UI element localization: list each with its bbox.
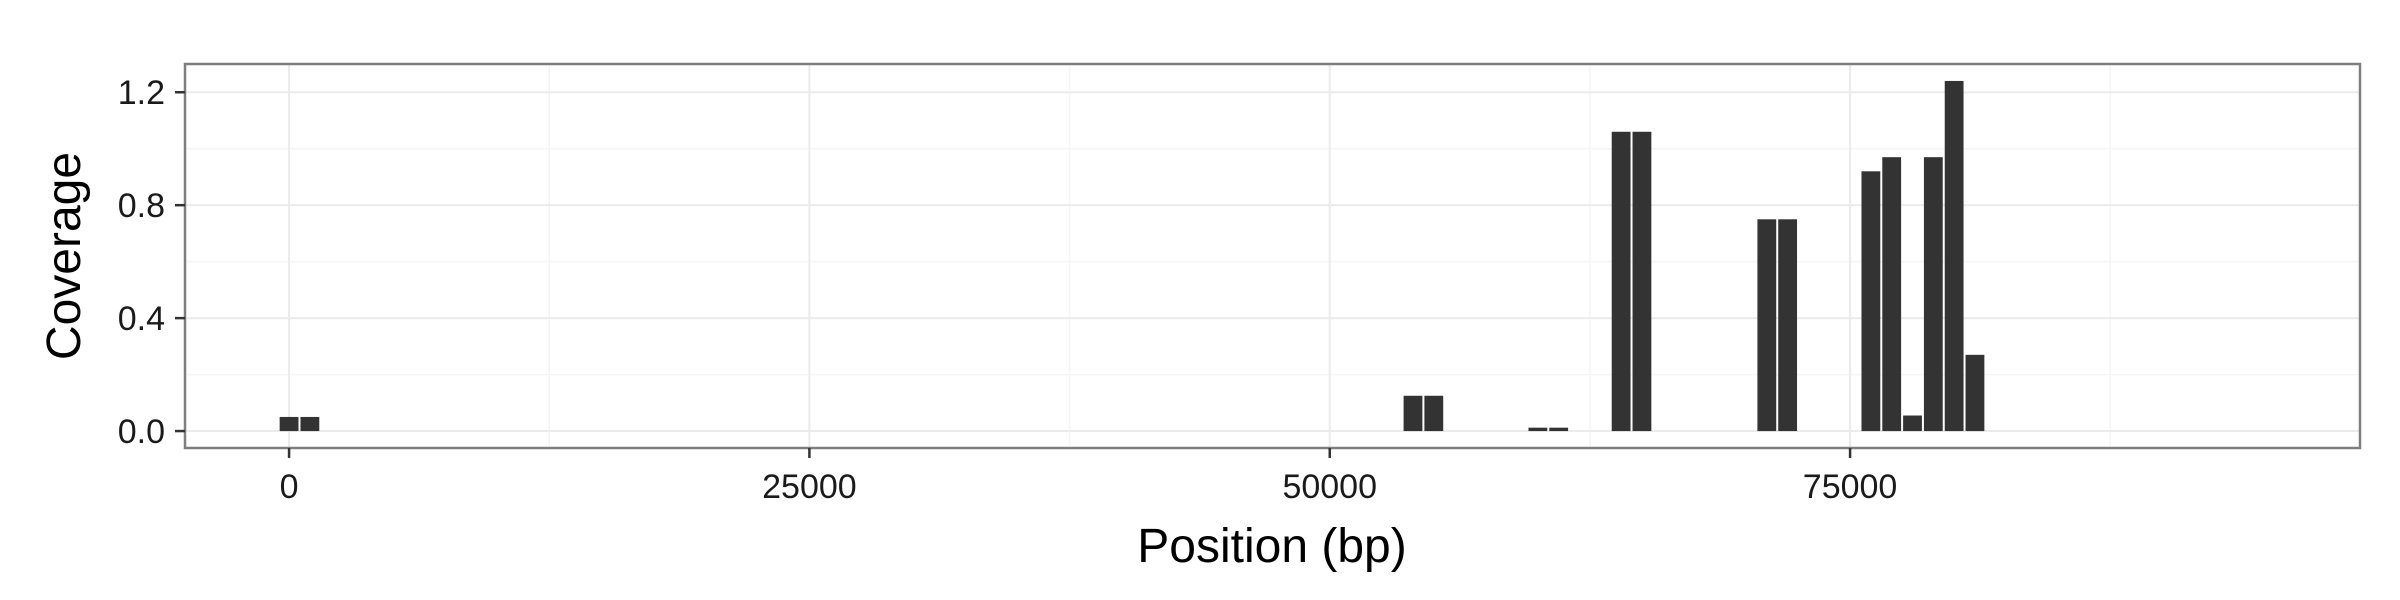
panel-border xyxy=(183,62,2362,450)
x-tick-label: 25000 xyxy=(762,468,857,506)
x-tick-label: 0 xyxy=(280,468,299,506)
x-axis-ticks: 0 25000 50000 75000 xyxy=(280,448,1898,506)
x-axis-title: Position (bp) xyxy=(1137,520,1406,573)
x-tick-label: 50000 xyxy=(1282,468,1377,506)
bar xyxy=(300,416,320,432)
bar xyxy=(1778,219,1798,432)
bar xyxy=(1403,395,1423,432)
bar xyxy=(1611,131,1631,432)
bar xyxy=(1528,427,1548,432)
y-tick-label: 0.0 xyxy=(118,413,165,451)
bar xyxy=(1882,157,1902,432)
y-tick-label: 0.8 xyxy=(118,187,165,225)
x-tick-label: 75000 xyxy=(1803,468,1898,506)
y-tick-label: 0.4 xyxy=(118,300,165,338)
bar xyxy=(1632,131,1652,432)
bar xyxy=(1965,354,1985,432)
bar xyxy=(1757,219,1777,432)
bar xyxy=(1549,427,1569,432)
y-tick-label: 1.2 xyxy=(118,74,165,112)
bar xyxy=(1424,395,1444,432)
bar xyxy=(1861,171,1881,432)
panel-background xyxy=(185,64,2360,448)
y-axis-ticks: 0.0 0.4 0.8 1.2 xyxy=(118,74,185,451)
bar xyxy=(1944,80,1964,432)
grid-lines xyxy=(185,64,2360,448)
bars xyxy=(279,80,1985,432)
y-axis-title: Coverage xyxy=(38,152,91,360)
bar xyxy=(1923,157,1943,432)
bar xyxy=(279,416,299,432)
bar xyxy=(1903,415,1922,432)
